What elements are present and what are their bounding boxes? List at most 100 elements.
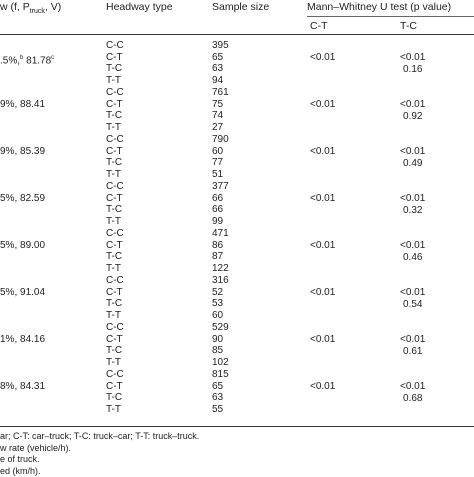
headway-type-cell: C-T [106, 145, 123, 157]
flow-cell: 9%, 85.39 [0, 146, 45, 158]
headway-type-cell: C-C [106, 369, 124, 380]
flow-value: 5%, 82.59 [0, 193, 46, 204]
headway-type-cell: C-C [106, 275, 124, 286]
headway-type-cell: T-T [106, 309, 121, 321]
sample-size-cell: 27 [212, 121, 224, 133]
sample-size-cell: 63 [212, 392, 224, 403]
p-ct-cell: <0.01 [310, 334, 336, 345]
headway-type-cell: C-C [106, 181, 124, 192]
sample-size-cell: 55 [212, 403, 224, 415]
sample-size-cell: 790 [212, 134, 229, 145]
flow-value: 9%, 88.41 [0, 99, 46, 110]
flow-value: 9%, 85.39 [0, 146, 46, 157]
sample-size-cell: 86 [212, 239, 224, 251]
sample-size-cell: 90 [212, 333, 224, 345]
headway-type-cell: C-T [106, 239, 123, 251]
footnote-line: w rate (vehicle/h). [0, 442, 72, 453]
flow-value: .5%, [0, 55, 21, 67]
headway-type-cell: C-T [106, 51, 123, 63]
p-tc-cell: <0.01 [400, 146, 426, 157]
sample-size-cell: 102 [212, 356, 229, 368]
sample-size-header: Sample size [212, 1, 270, 13]
flow-cell: 9%, 88.41 [0, 99, 45, 111]
sample-size-cell: 529 [212, 322, 229, 333]
headway-type-cell: T-T [106, 262, 121, 274]
headway-type-cell: C-C [106, 40, 124, 51]
sample-size-cell: 85 [212, 345, 224, 356]
headway-type-cell: T-C [106, 345, 123, 356]
flow-cell: 8%, 84.31 [0, 381, 45, 393]
flow-value: 8%, 84.31 [0, 381, 46, 392]
sample-size-cell: 122 [212, 262, 229, 274]
p-tc-value-cell: 0.46 [403, 251, 423, 263]
headway-type-cell: T-C [106, 110, 123, 121]
sample-size-cell: 377 [212, 181, 229, 192]
headway-type-cell: T-C [106, 298, 123, 309]
headway-type-cell: T-C [106, 251, 123, 262]
headway-type-cell: T-T [106, 74, 121, 86]
headway-type-header: Headway type [106, 1, 173, 13]
sample-size-cell: 63 [212, 63, 224, 74]
sample-size-cell: 52 [212, 286, 224, 298]
p-tc-value-cell: 0.54 [403, 298, 423, 310]
p-tc-cell: <0.01 [400, 240, 426, 251]
headway-type-cell: T-C [106, 204, 123, 215]
footnote-line: ar; C-T: car–truck; T-C: truck–car; T-T:… [0, 431, 200, 441]
footnote-line: ed (km/h). [0, 465, 41, 476]
p-ct-cell: <0.01 [310, 146, 336, 157]
flow-footnote-mark: b [20, 55, 24, 61]
p-tc-cell: <0.01 [400, 99, 426, 110]
headway-type-cell: C-C [106, 87, 124, 98]
flow-value: 5%, 91.04 [0, 287, 46, 298]
sample-size-cell: 395 [212, 40, 229, 51]
sample-size-cell: 815 [212, 369, 229, 380]
headway-type-cell: C-T [106, 286, 123, 298]
p-ct-cell: <0.01 [310, 381, 336, 392]
headway-type-cell: T-T [106, 168, 121, 180]
p-tc-cell: <0.01 [400, 287, 426, 298]
mw-header-rule [307, 16, 474, 17]
headway-type-cell: T-T [106, 403, 121, 415]
speed-value: 81.78 [23, 55, 52, 67]
p-ct-cell: <0.01 [310, 99, 336, 110]
p-tc-cell: <0.01 [400, 334, 426, 345]
sample-size-cell: 60 [212, 145, 224, 157]
p-tc-value-cell: 0.49 [403, 157, 423, 169]
p-ct-cell: <0.01 [310, 52, 336, 63]
flow-value: 1%, 84.16 [0, 334, 46, 345]
p-ct-cell: <0.01 [310, 240, 336, 251]
sample-size-cell: 471 [212, 228, 229, 239]
flow-cell: 5%, 82.59 [0, 193, 45, 205]
p-tc-cell: <0.01 [400, 52, 426, 63]
headway-type-cell: T-T [106, 121, 121, 133]
headway-type-cell: C-C [106, 322, 124, 333]
sample-size-cell: 77 [212, 157, 224, 168]
flow-cell: 5%, 89.00 [0, 240, 45, 252]
p-ct-cell: <0.01 [310, 193, 336, 204]
headway-type-cell: C-T [106, 98, 123, 110]
sample-size-cell: 74 [212, 110, 224, 121]
sample-size-cell: 94 [212, 74, 224, 86]
headway-type-cell: C-T [106, 333, 123, 345]
p-tc-value-cell: 0.68 [403, 392, 423, 404]
flow-cell: .5%,b 81.78c [0, 52, 54, 67]
flow-column-header: w (f, Ptruck, V) [0, 1, 61, 18]
p-tc-cell: <0.01 [400, 381, 426, 392]
sample-size-cell: 51 [212, 168, 224, 180]
headway-type-cell: T-C [106, 157, 123, 168]
flow-cell: 5%, 91.04 [0, 287, 45, 299]
sample-size-cell: 60 [212, 309, 224, 321]
p-tc-value-cell: 0.92 [403, 110, 423, 122]
speed-footnote-mark: c [51, 55, 55, 61]
flow-value: 5%, 89.00 [0, 240, 46, 251]
sample-size-cell: 65 [212, 380, 224, 392]
p-tc-value-cell: 0.61 [403, 345, 423, 357]
p-tc-value-cell: 0.16 [403, 63, 423, 75]
sample-size-cell: 53 [212, 298, 224, 309]
sample-size-cell: 99 [212, 215, 224, 227]
p-tc-value-cell: 0.32 [403, 204, 423, 216]
sample-size-cell: 87 [212, 251, 224, 262]
headway-type-cell: C-C [106, 134, 124, 145]
headway-type-cell: C-T [106, 192, 123, 204]
flow-header-tail: , V) [44, 1, 62, 13]
